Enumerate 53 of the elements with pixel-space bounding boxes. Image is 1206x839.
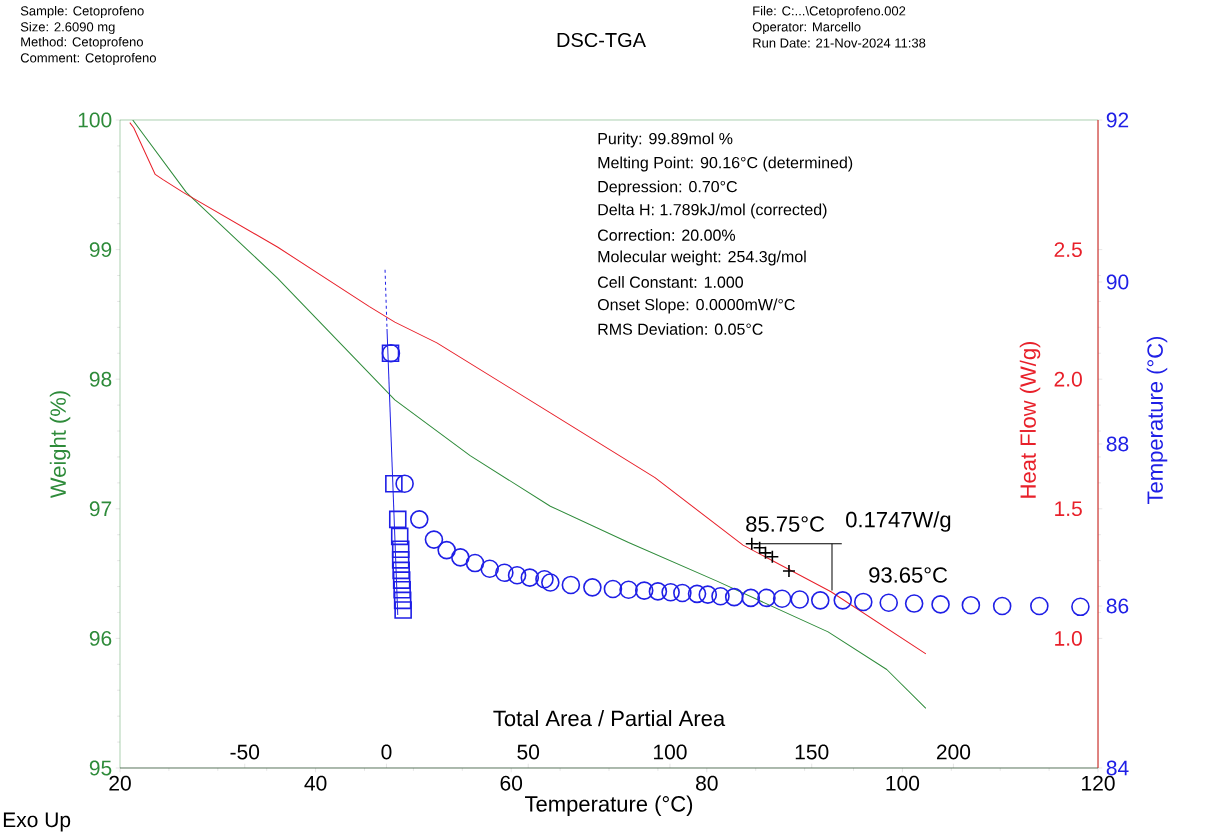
annotation: Delta H: 1.789kJ/mol (corrected) — [598, 203, 827, 219]
y3-tick-label: 92 — [1106, 112, 1129, 128]
y-tick-label: 100 — [78, 112, 112, 128]
y-axis-title: Weight (%) — [49, 391, 71, 499]
y-tick-label: 96 — [89, 630, 112, 646]
y2-tick-label: 1.0 — [1055, 630, 1082, 646]
text: Size: 2.6090 mg — [20, 21, 115, 35]
annotation: Depression: 0.70°C — [598, 180, 737, 196]
y-tick-label: 98 — [89, 371, 112, 387]
text: Method: Cetoprofeno — [21, 36, 143, 50]
x2-tick-label: 200 — [936, 744, 971, 760]
annotation: Purity: 99.89mol % — [598, 132, 733, 148]
text: Comment: Cetoprofeno — [20, 52, 156, 66]
y3-axis-title: Temperature (°C) — [1146, 336, 1168, 504]
x2-tick-label: -50 — [230, 744, 260, 760]
y3-tick-label: 86 — [1106, 598, 1129, 614]
annotation: 85.75°C — [746, 516, 825, 532]
x-axis-title: Temperature (°C) — [525, 795, 693, 817]
y3-tick-label: 88 — [1106, 436, 1129, 452]
x2-tick-label: 100 — [654, 744, 687, 760]
y2-tick-label: 2.0 — [1054, 371, 1082, 387]
text: Sample: Cetoprofeno — [20, 5, 144, 19]
y2-tick-label: 2.5 — [1054, 242, 1082, 258]
text: Run Date: 21-Nov-2024 11:38 — [753, 38, 926, 48]
x-tick-label: 120 — [1082, 775, 1115, 791]
annotation: Onset Slope: 0.0000mW/°C — [597, 298, 795, 314]
annotation: RMS Deviation: 0.05°C — [598, 323, 763, 335]
y-tick-label: 99 — [89, 242, 112, 258]
annotation: Correction: 20.00% — [598, 229, 736, 241]
y-tick-label: 97 — [89, 501, 112, 517]
annotation: Cell Constant: 1.000 — [598, 276, 744, 288]
x-tick-label: 40 — [304, 775, 327, 791]
text: File: C:...\Cetoprofeno.002 — [753, 5, 906, 19]
y2-axis-title: Heat Flow (W/g) — [1019, 341, 1041, 498]
annotation: 93.65°C — [869, 567, 948, 583]
x2-tick-label: 0 — [381, 744, 392, 760]
y-tick-label: 95 — [89, 760, 112, 776]
annotation: Melting Point: 90.16°C (determined) — [598, 156, 853, 172]
x-tick-label: 60 — [500, 775, 523, 791]
text: Exo Up — [3, 812, 71, 832]
x2-tick-label: 150 — [795, 744, 829, 760]
y3-tick-label: 84 — [1106, 760, 1129, 776]
chart-title: DSC-TGA — [557, 32, 646, 48]
x-tick-label: 20 — [109, 775, 131, 791]
annotation: 0.1747W/g — [846, 511, 951, 532]
x2-axis-title: Total Area / Partial Area — [493, 710, 726, 727]
y3-tick-label: 90 — [1106, 274, 1129, 290]
annotation: Molecular weight: 254.3g/mol — [598, 250, 806, 266]
text: Operator: Marcello — [752, 21, 861, 35]
x-tick-label: 80 — [696, 775, 718, 791]
x-tick-label: 100 — [886, 775, 920, 791]
y2-tick-label: 1.5 — [1055, 501, 1082, 517]
x2-tick-label: 50 — [517, 744, 540, 760]
